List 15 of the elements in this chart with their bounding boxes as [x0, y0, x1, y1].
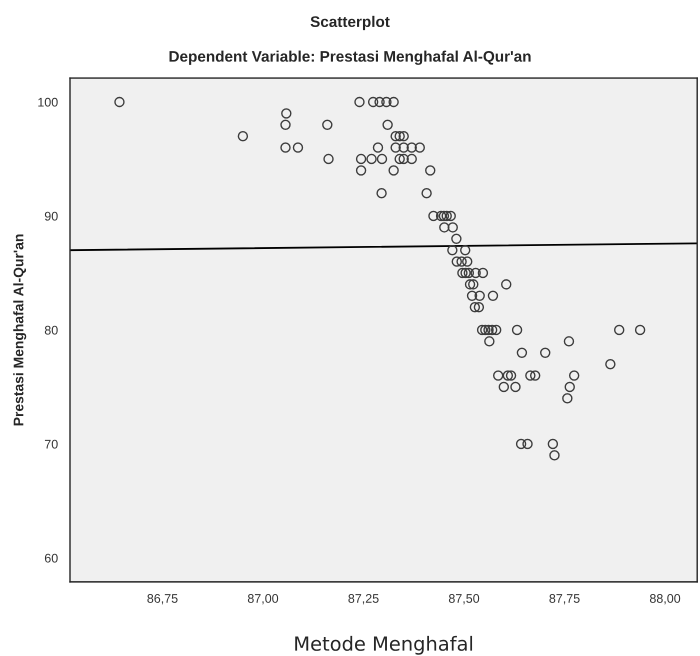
- x-axis-title: Metode Menghafal: [295, 636, 472, 655]
- chart-subtitle: Dependent Variable: Prestasi Menghafal Al-Qur'an: [170, 50, 531, 65]
- x-tick-label: 87,75: [549, 594, 580, 604]
- chart-title: Scatterplot: [310, 16, 390, 30]
- y-tick-label: 100: [38, 98, 58, 107]
- y-tick-label: 60: [44, 554, 58, 563]
- y-tick-label: 80: [44, 326, 58, 335]
- y-axis-title: Prestasi Menghafal Al-Qur'an: [13, 234, 26, 426]
- y-tick-label: 90: [44, 212, 58, 221]
- x-tick-label: 87,25: [348, 594, 379, 604]
- x-tick-label: 86,75: [147, 594, 178, 604]
- x-tick-label: 87,50: [448, 594, 480, 604]
- y-tick-label: 70: [44, 440, 58, 449]
- x-tick-label: 87,00: [248, 594, 278, 604]
- x-tick-label: 88,00: [650, 594, 680, 604]
